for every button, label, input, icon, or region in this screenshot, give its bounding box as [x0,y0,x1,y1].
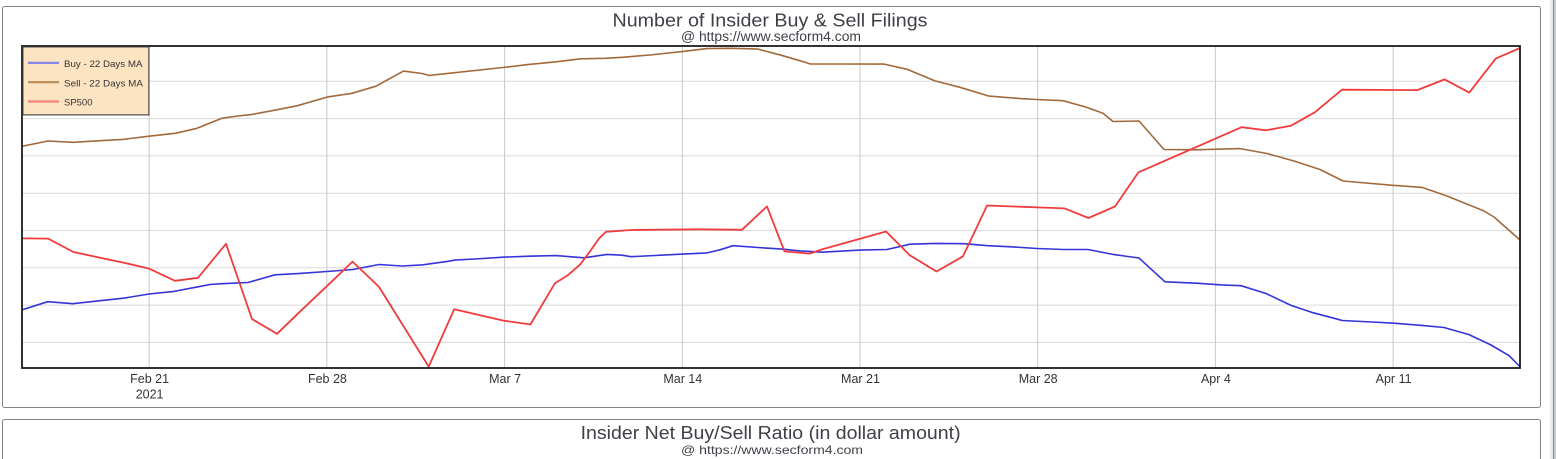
svg-text:Mar 28: Mar 28 [1019,372,1058,386]
svg-text:Mar 7: Mar 7 [489,372,521,386]
svg-text:Feb 28: Feb 28 [308,372,347,386]
svg-text:2021: 2021 [136,388,164,402]
svg-text:SP500: SP500 [64,98,93,108]
svg-text:Apr 11: Apr 11 [1376,372,1412,386]
svg-text:@ https://www.secform4.com: @ https://www.secform4.com [681,29,861,44]
svg-text:Apr 4: Apr 4 [1201,372,1231,386]
svg-text:Mar 14: Mar 14 [663,372,702,386]
svg-text:Buy - 22 Days MA: Buy - 22 Days MA [64,59,143,69]
svg-text:Feb 21: Feb 21 [130,372,169,386]
svg-text:Number of Insider Buy & Sell F: Number of Insider Buy & Sell Filings [613,11,928,31]
svg-text:Insider Net Buy/Sell Ratio (in: Insider Net Buy/Sell Ratio (in dollar am… [581,423,961,443]
svg-text:@ https://www.secform4.com: @ https://www.secform4.com [681,443,863,457]
svg-text:Sell - 22 Days MA: Sell - 22 Days MA [64,78,144,88]
svg-text:Mar 21: Mar 21 [841,372,880,386]
